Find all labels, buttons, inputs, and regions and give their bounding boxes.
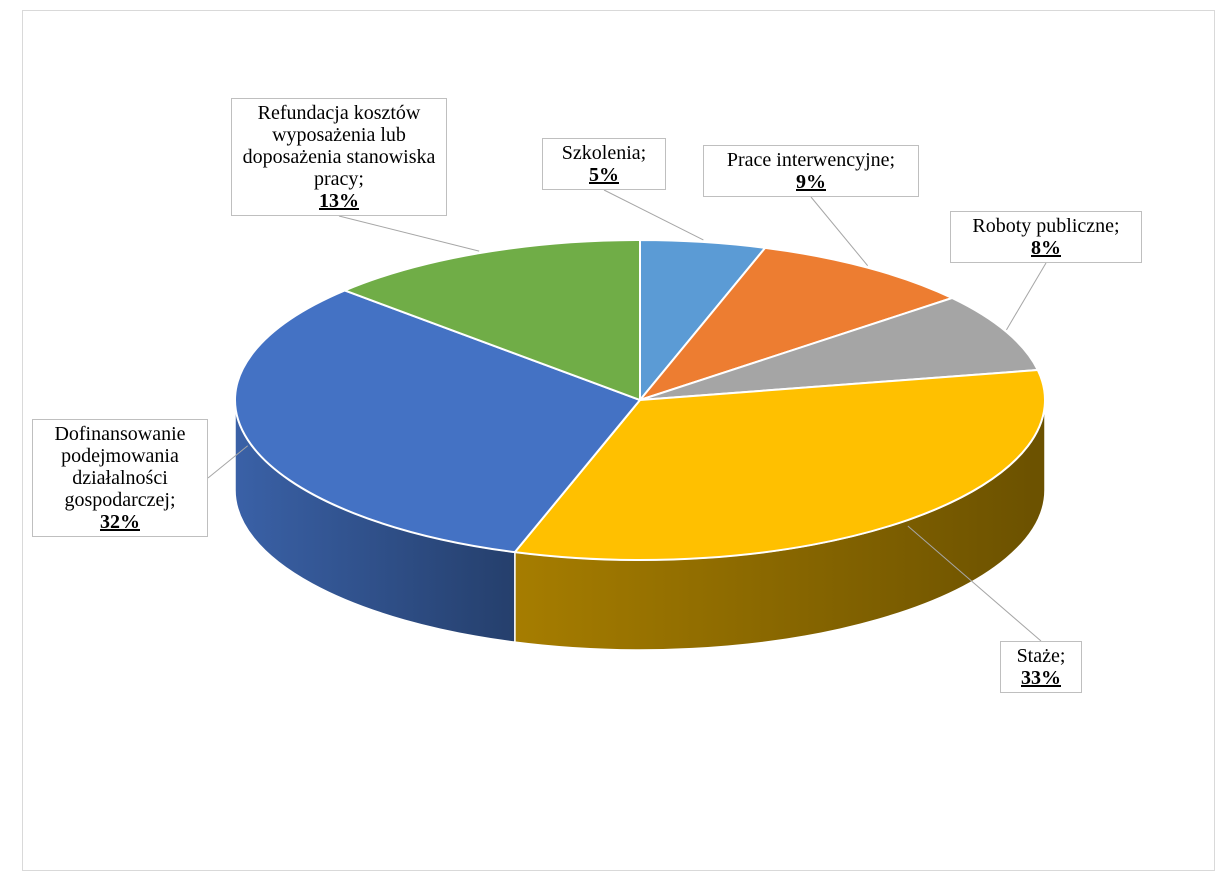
- data-label-value: 8%: [1031, 237, 1061, 259]
- data-label-szkolenia: Szkolenia; 5%: [542, 138, 666, 190]
- data-label-value: 33%: [1021, 667, 1061, 689]
- pie-slice-dofinansowanie-podejmowania-dzia-alnos-ci-gospodarczej: [234, 289, 641, 554]
- data-label-roboty-publiczne: Roboty publiczne; 8%: [950, 211, 1142, 263]
- leader-line-prace-interwencyjne: [810, 196, 869, 266]
- pie-slice-refundacja-koszto-w-wyposaz-enia-lub-doposaz-enia-stanowiska-pracy: [343, 239, 641, 401]
- data-label-value: 5%: [589, 164, 619, 186]
- data-label-refundacja: Refundacja kosztów wyposażenia lub dopos…: [231, 98, 447, 216]
- data-label-category: Roboty publiczne;: [972, 215, 1120, 237]
- data-label-dofinansowanie: Dofinansowanie podejmowania działalności…: [32, 419, 208, 537]
- leader-line-roboty-publiczne: [1006, 262, 1047, 331]
- leader-line-dofinansowanie-podejmowania-dzia-alnos-ci-gospodarczej: [207, 445, 249, 479]
- leader-line-staz-e: [907, 525, 1042, 642]
- pie-top: [234, 239, 1046, 561]
- leader-line-refundacja-koszto-w-wyposaz-enia-lub-doposaz-enia-stanowiska-pracy: [338, 215, 480, 252]
- pie-slice-prace-interwencyjne: [639, 246, 954, 401]
- data-label-value: 13%: [319, 190, 359, 212]
- data-label-value: 32%: [100, 511, 140, 533]
- data-label-category: Prace interwencyjne;: [726, 149, 896, 171]
- data-label-category: Staże;: [1016, 645, 1066, 667]
- data-label-staze: Staże; 33%: [1000, 641, 1082, 693]
- pie-slice-staz-e: [513, 369, 1046, 561]
- data-label-prace-interwencyjne: Prace interwencyjne; 9%: [703, 145, 919, 197]
- pie-slice-roboty-publiczne: [639, 297, 1039, 401]
- data-label-value: 9%: [796, 171, 826, 193]
- data-label-category: Refundacja kosztów wyposażenia lub dopos…: [242, 102, 436, 190]
- data-label-category: Szkolenia;: [561, 142, 647, 164]
- data-label-category: Dofinansowanie podejmowania działalności…: [54, 423, 186, 511]
- leader-line-szkolenia: [603, 189, 704, 241]
- leader-lines: [207, 189, 1047, 642]
